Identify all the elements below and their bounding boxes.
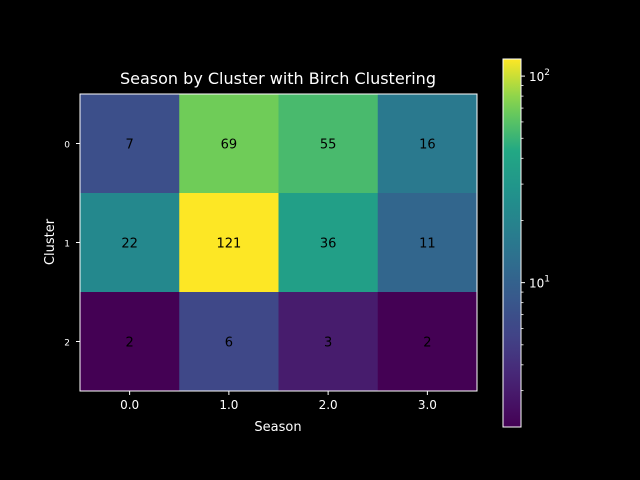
y-tick-label: 0 xyxy=(64,141,70,151)
cell-value-label: 36 xyxy=(320,237,337,252)
heatmap-cell xyxy=(377,94,478,194)
cell-value-label: 55 xyxy=(320,138,337,153)
cell-value-label: 2 xyxy=(125,336,133,351)
colorbar-tick-label: 101 xyxy=(529,275,550,291)
cell-value-label: 3 xyxy=(324,336,332,351)
x-tick-label: 2.0 xyxy=(319,398,338,412)
x-axis-label: Season xyxy=(254,420,301,435)
heatmap-cell xyxy=(179,193,279,293)
x-tick-label: 1.0 xyxy=(219,398,238,412)
cell-value-label: 6 xyxy=(225,336,233,351)
heatmap-cell xyxy=(278,193,379,293)
colorbar xyxy=(502,58,522,428)
x-tick-label: 3.0 xyxy=(418,398,437,412)
heatmap-cells: 7 69 55 16 22 121 36 11 2 6 3 2 xyxy=(80,94,478,392)
heatmap-cell xyxy=(179,94,279,194)
x-tick-label: 0.0 xyxy=(120,398,139,412)
y-axis-label: Cluster xyxy=(43,218,58,265)
cell-value-label: 7 xyxy=(125,138,133,153)
cell-value-label: 2 xyxy=(423,336,431,351)
colorbar-tick-label: 102 xyxy=(529,68,550,84)
heatmap-cell xyxy=(179,292,279,392)
colorbar-ticks: 101 102 xyxy=(521,68,550,392)
cell-value-label: 11 xyxy=(419,237,436,252)
y-tick-label: 1 xyxy=(64,240,70,250)
heatmap-cell xyxy=(80,94,180,194)
heatmap-cell xyxy=(377,292,478,392)
x-axis-ticks: 0.0 1.0 2.0 3.0 xyxy=(120,391,437,412)
cell-value-label: 69 xyxy=(221,138,238,153)
y-axis-ticks: 0 1 2 xyxy=(64,141,80,349)
heatmap-cell xyxy=(278,94,379,194)
heatmap-cell xyxy=(80,292,180,392)
y-tick-label: 2 xyxy=(64,339,70,349)
heatmap-cell xyxy=(377,193,478,293)
chart-title: Season by Cluster with Birch Clustering xyxy=(120,69,436,88)
heatmap-cell xyxy=(80,193,180,293)
cell-value-label: 16 xyxy=(419,138,436,153)
cell-value-label: 121 xyxy=(216,237,241,252)
cell-value-label: 22 xyxy=(121,237,138,252)
heatmap-cell xyxy=(278,292,379,392)
